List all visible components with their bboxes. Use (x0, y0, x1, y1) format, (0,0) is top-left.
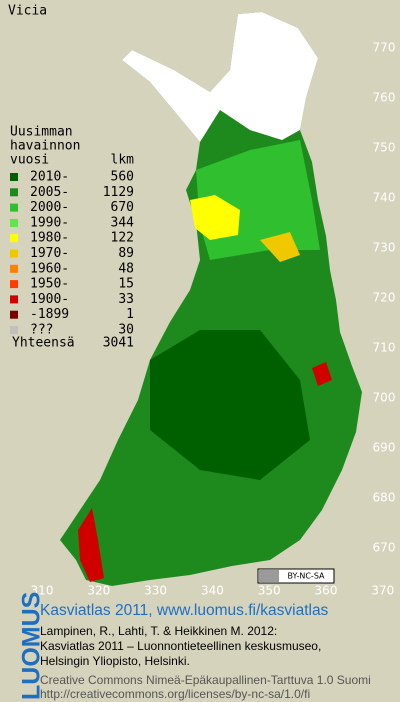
legend-label: 1900- (30, 292, 69, 307)
x-tick-label: 360 (315, 584, 338, 598)
legend-heading: vuosi (10, 153, 49, 168)
legend-swatch (10, 295, 18, 304)
y-tick-label: 680 (373, 491, 396, 505)
yellow-patch (190, 195, 240, 240)
license-line: http://creativecommons.org/licenses/by-n… (40, 687, 310, 701)
map (60, 12, 362, 586)
northern-area (122, 12, 318, 142)
legend-count: 670 (111, 200, 134, 215)
legend-label: 1960- (30, 261, 69, 276)
legend-label: 1990- (30, 215, 69, 230)
legend-count: 122 (111, 231, 134, 246)
license-line: Creative Commons Nimeä-Epäkaupallinen-Ta… (40, 673, 371, 687)
legend-label: 1950- (30, 277, 69, 292)
legend-label: 2010- (30, 170, 69, 185)
y-tick-label: 750 (373, 141, 396, 155)
legend-count: 1129 (103, 185, 134, 200)
legend-label: ??? (30, 323, 53, 338)
legend-swatch (10, 310, 18, 319)
y-tick-label: 730 (373, 241, 396, 255)
logo: LUOMUS (18, 592, 46, 700)
legend-count-heading: lkm (111, 153, 135, 168)
citation-line: Lampinen, R., Lahti, T. & Heikkinen M. 2… (40, 624, 277, 638)
legend-swatch (10, 188, 18, 197)
x-tick-label: 350 (258, 584, 281, 598)
red-patch-east (312, 362, 332, 386)
citation-line: Helsingin Yliopisto, Helsinki. (40, 654, 190, 668)
legend-label: 2000- (30, 200, 69, 215)
legend-count: 30 (118, 323, 134, 338)
legend-swatch (10, 203, 18, 212)
citation-line: Kasviatlas 2011 – Luonnontieteellinen ke… (40, 639, 321, 653)
legend-count: 33 (118, 292, 134, 307)
total-count: 3041 (103, 336, 134, 351)
legend-label: -1899 (30, 307, 69, 322)
legend-swatch (10, 326, 18, 334)
badge-cc (259, 570, 279, 582)
y-tick-label: 760 (373, 91, 396, 105)
y-tick-label: 670 (373, 541, 396, 555)
x-tick-label: 320 (87, 584, 110, 598)
legend-count: 48 (118, 261, 134, 276)
legend-swatch (10, 249, 18, 258)
legend-label: 2005- (30, 185, 69, 200)
legend-label: 1970- (30, 246, 69, 261)
y-tick-label: 690 (373, 441, 396, 455)
y-tick-label: 700 (373, 391, 396, 405)
species-title: Vicia (8, 4, 47, 19)
legend-count: 89 (118, 246, 134, 261)
legend-label: 1980- (30, 231, 69, 246)
orange-patch (260, 232, 300, 262)
y-tick-label: 770 (373, 41, 396, 55)
headline: Kasviatlas 2011, www.luomus.fi/kasviatla… (40, 602, 329, 619)
legend-swatch (10, 264, 18, 273)
legend-count: 560 (111, 170, 134, 185)
x-tick-label: 330 (144, 584, 167, 598)
x-tick-label: 310 (31, 584, 54, 598)
legend-heading: Uusimman (10, 125, 73, 140)
badge-text: BY-NC-SA (287, 572, 325, 581)
grid-ticks: 310 320 330 340 350 360 370 670 680 690 700 710 720 7… (31, 41, 396, 598)
legend-swatch (10, 173, 18, 181)
legend-count: 15 (118, 277, 134, 292)
legend-heading: havainnon (10, 139, 80, 154)
legend-swatch (10, 234, 18, 243)
southern-dark-area (150, 330, 310, 480)
legend-swatch (10, 218, 18, 227)
license-badge: BY-NC-SA (257, 568, 335, 584)
legend-count: 1 (126, 307, 134, 322)
x-tick-label: 370 (371, 584, 394, 598)
total-label: Yhteensä (12, 336, 75, 351)
legend-count: 344 (111, 215, 135, 230)
y-tick-label: 720 (373, 291, 396, 305)
legend-swatch (10, 280, 18, 289)
y-tick-label: 740 (373, 191, 396, 205)
y-tick-label: 710 (373, 341, 396, 355)
x-tick-label: 340 (201, 584, 224, 598)
red-coast (78, 508, 104, 582)
